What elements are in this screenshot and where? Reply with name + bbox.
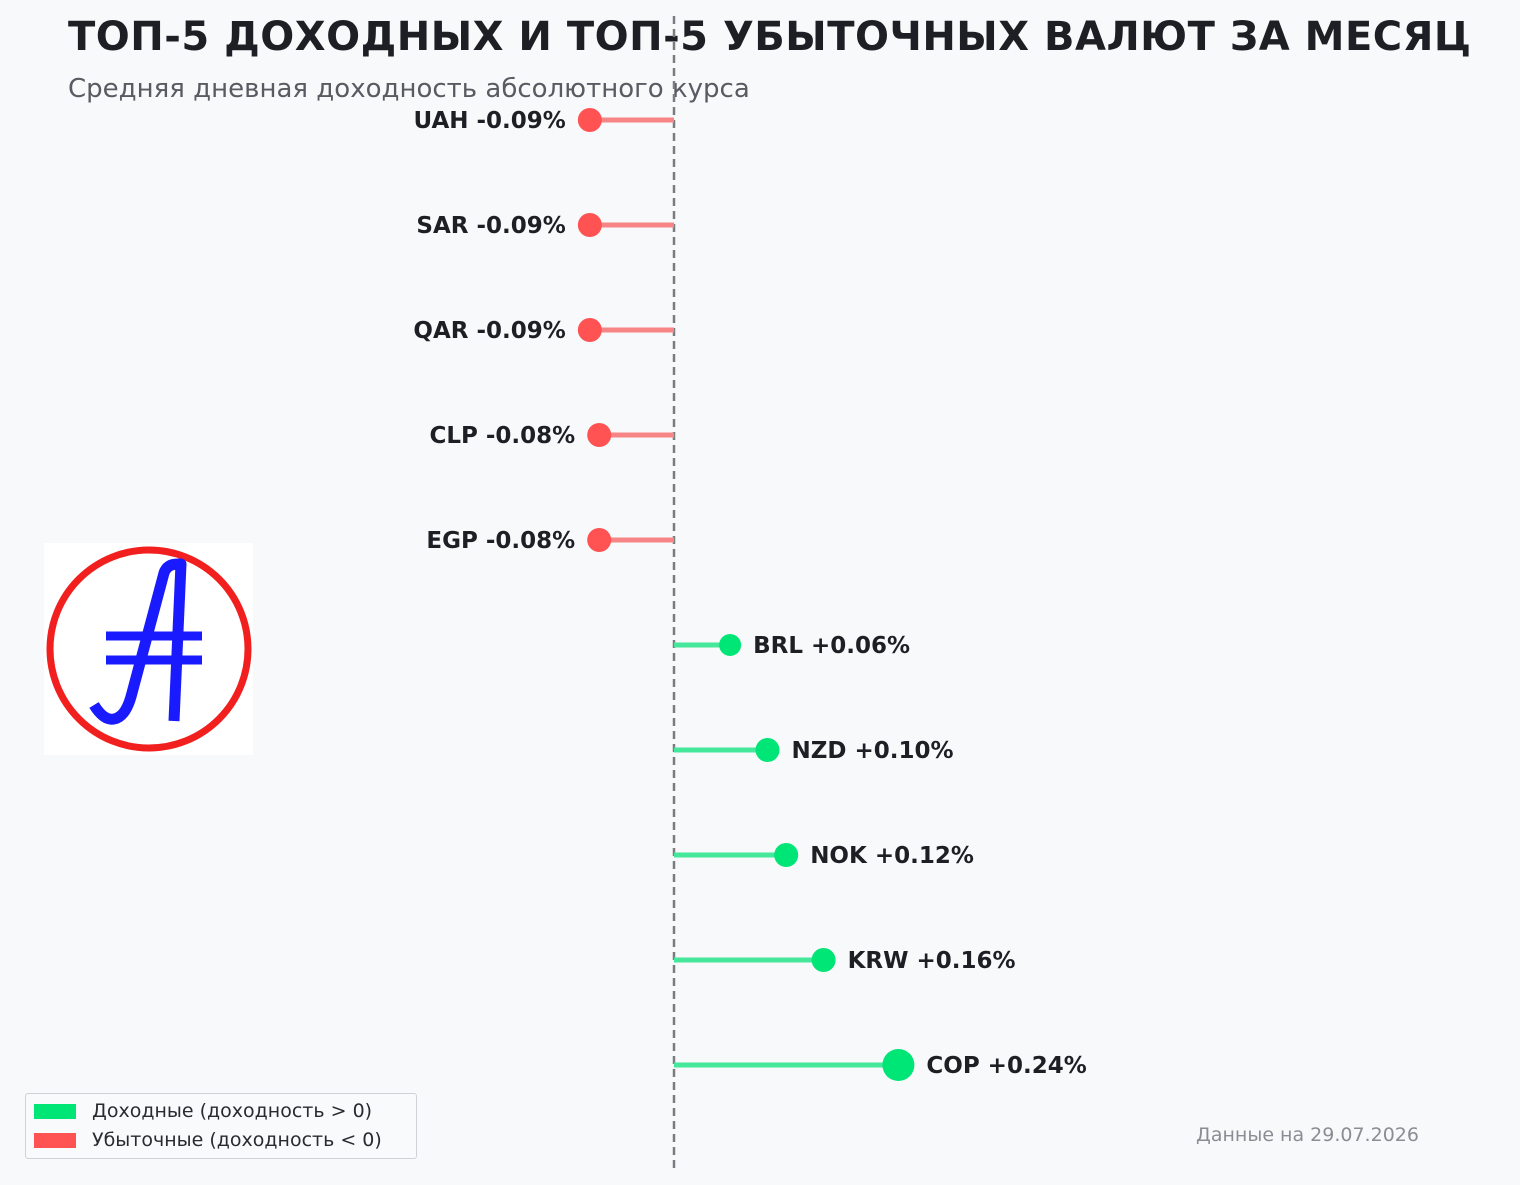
data-label-qar: QAR -0.09% [413, 318, 565, 344]
point-brl [719, 634, 742, 656]
point-sar [577, 213, 602, 237]
legend-label-negative: Убыточные (доходность < 0) [92, 1129, 382, 1151]
point-qar [577, 318, 602, 342]
data-label-sar: SAR -0.09% [416, 213, 565, 239]
chart-subtitle: Средняя дневная доходность абсолютного к… [68, 74, 750, 104]
data-label-cop: COP +0.24% [926, 1053, 1086, 1079]
data-label-egp: EGP -0.08% [426, 528, 575, 554]
logo [44, 543, 253, 755]
data-label-clp: CLP -0.08% [429, 423, 575, 449]
currency-a-icon [46, 546, 252, 752]
legend-label-positive: Доходные (доходность > 0) [92, 1100, 373, 1122]
legend-item-negative: Убыточные (доходность < 0) [34, 1128, 382, 1152]
point-krw [811, 948, 836, 972]
point-uah [577, 108, 602, 132]
legend-swatch-negative [34, 1132, 76, 1148]
point-egp [587, 528, 612, 552]
data-label-nok: NOK +0.12% [810, 843, 974, 869]
point-cop [882, 1049, 915, 1081]
legend: Доходные (доходность > 0) Убыточные (дох… [25, 1093, 417, 1159]
point-nzd [755, 738, 780, 762]
data-label-brl: BRL +0.06% [753, 633, 910, 659]
data-date-note: Данные на 29.07.2026 [1196, 1124, 1419, 1146]
legend-swatch-positive [34, 1103, 76, 1119]
chart-title: ТОП-5 ДОХОДНЫХ И ТОП-5 УБЫТОЧНЫХ ВАЛЮТ З… [68, 14, 1472, 60]
point-clp [587, 423, 612, 447]
data-label-nzd: NZD +0.10% [792, 738, 954, 764]
data-label-krw: KRW +0.16% [848, 948, 1016, 974]
data-label-uah: UAH -0.09% [413, 108, 565, 134]
point-nok [774, 843, 799, 867]
legend-item-positive: Доходные (доходность > 0) [34, 1099, 372, 1123]
